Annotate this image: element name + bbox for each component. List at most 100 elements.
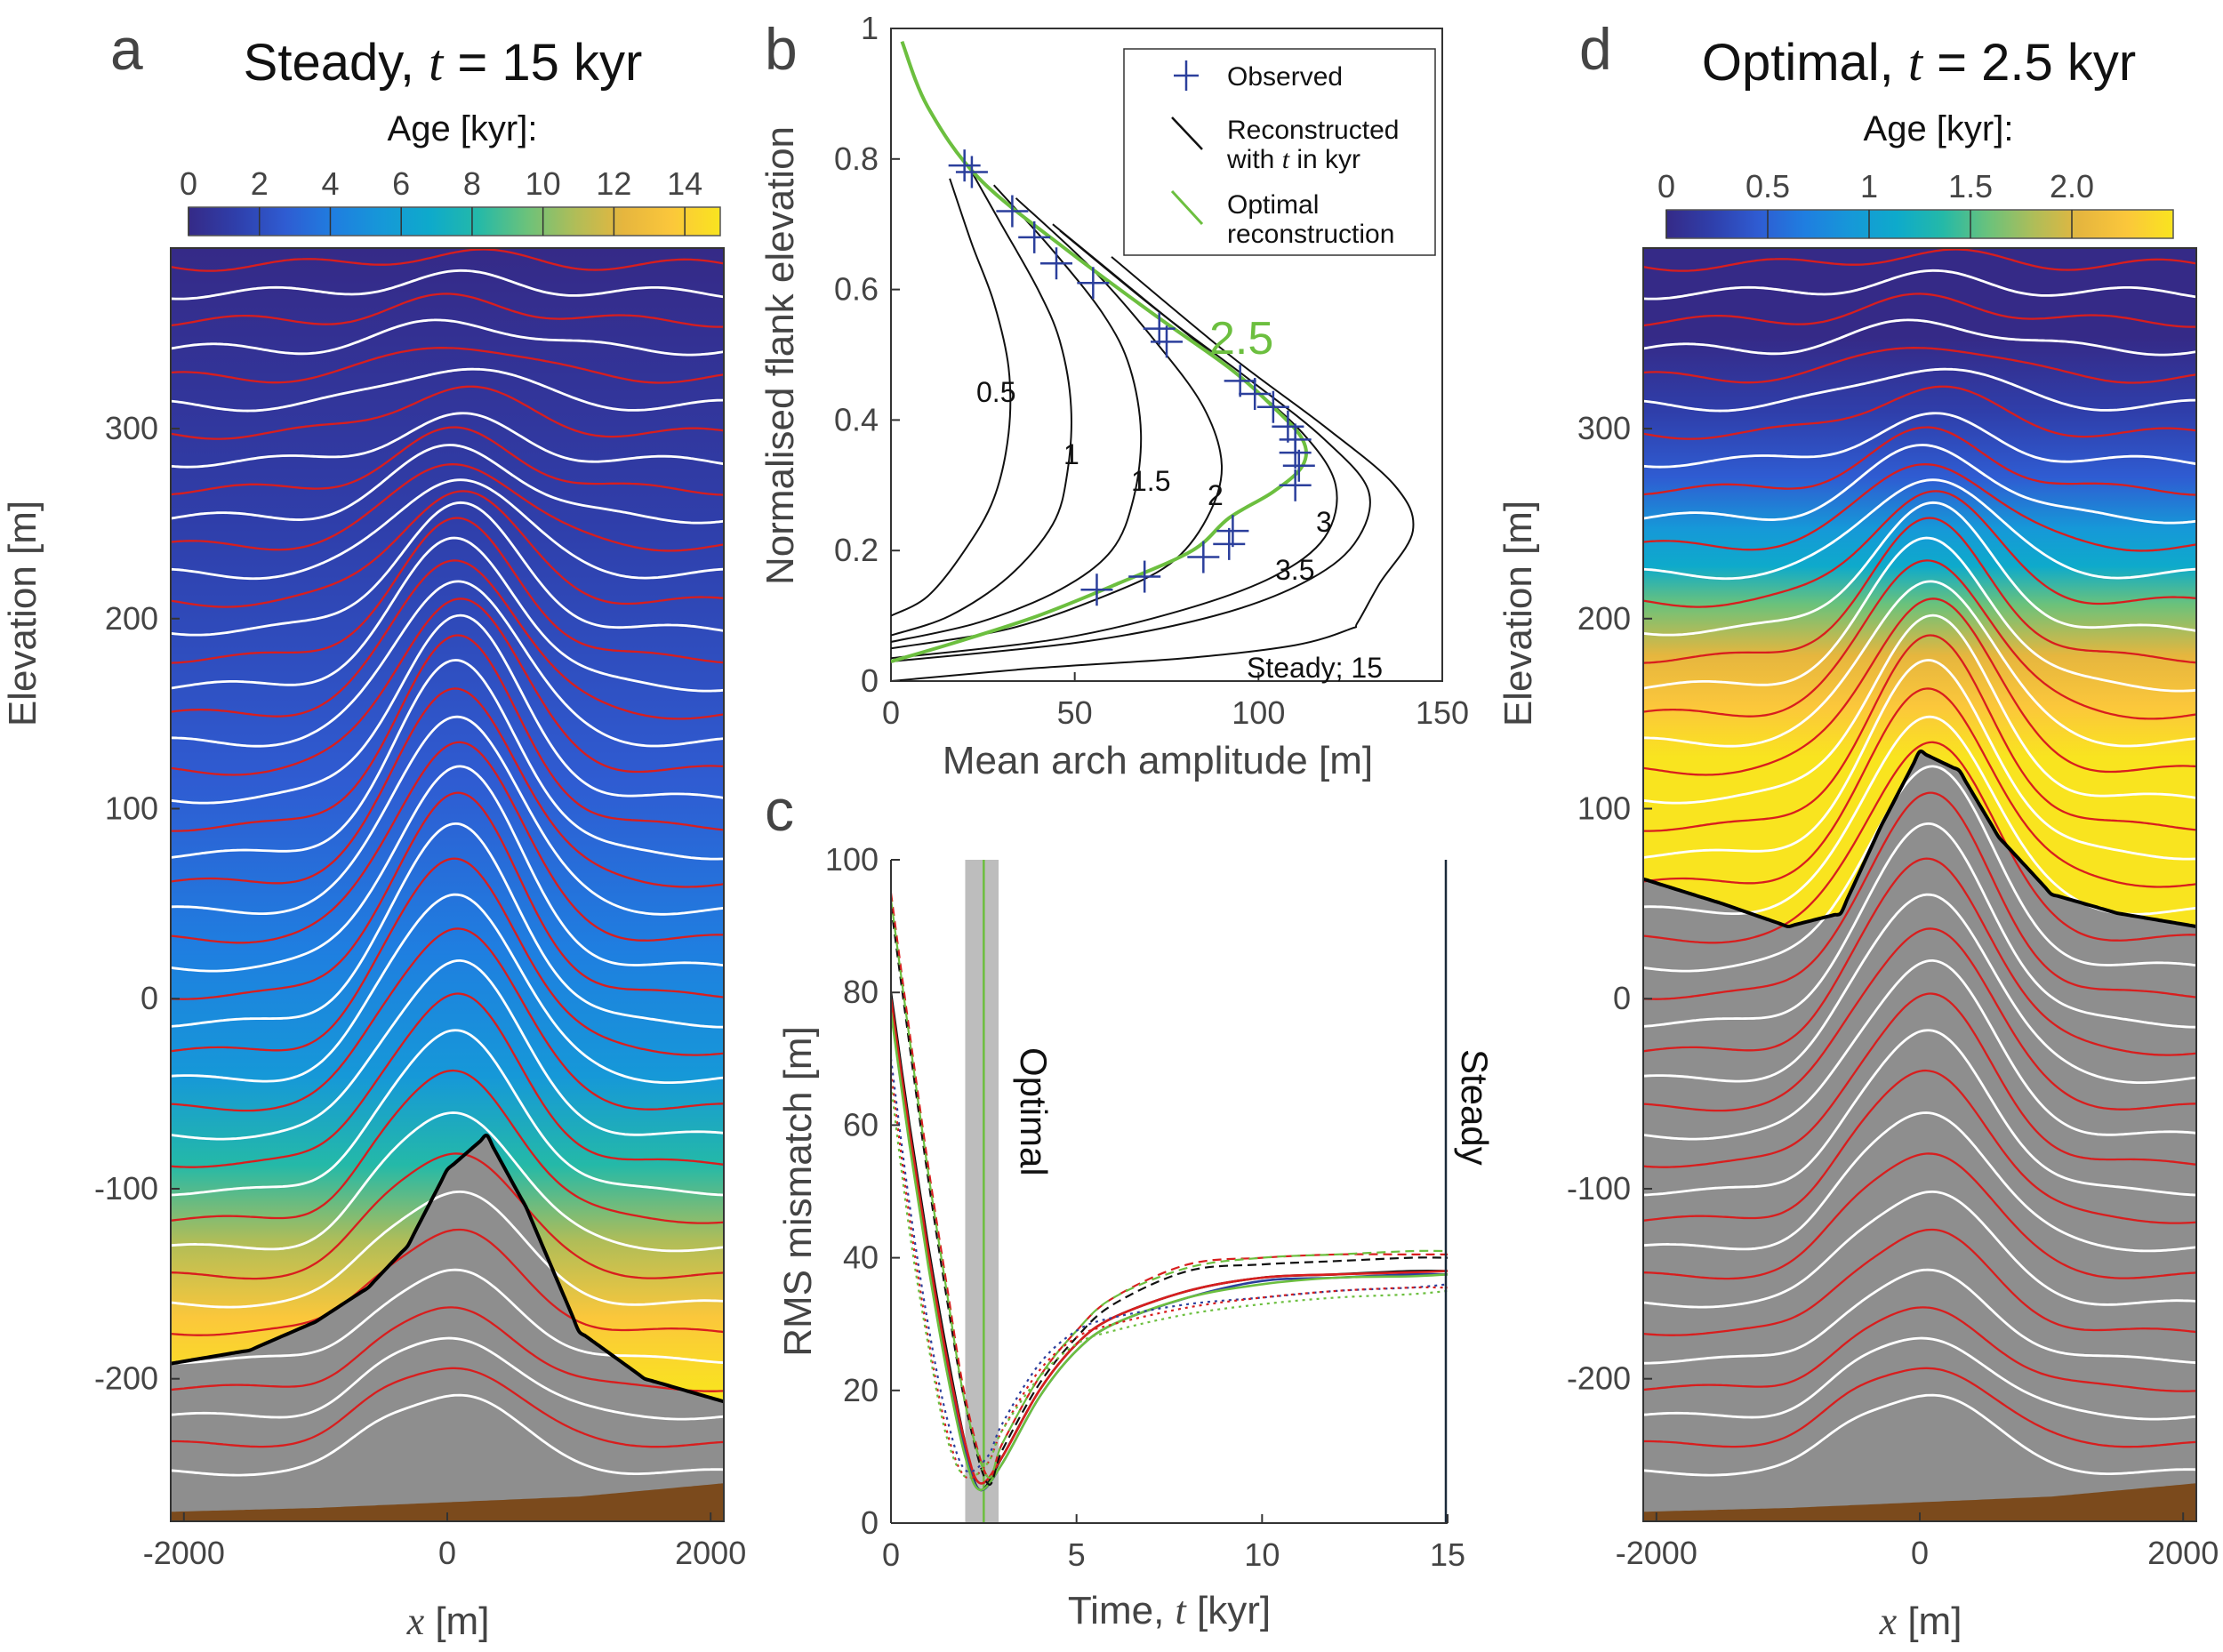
reconstructed-line [891, 256, 1415, 681]
observed-marker [1279, 469, 1312, 501]
isochrone-layer [1643, 501, 2196, 637]
curve-label: 1 [1063, 438, 1079, 470]
isochrone-layer [1643, 490, 2196, 608]
isochrone-layer [1643, 687, 2196, 888]
x-tick-label: 5 [1068, 1536, 1086, 1573]
panel-b-legend: Observed Reconstructed with t in kyr Opt… [1123, 48, 1436, 256]
isochrone-layer [1643, 536, 2196, 693]
mismatch-line [891, 1012, 1448, 1491]
panel-a-axes: -200 -100 0 100 200 300 -2000 0 2000 [94, 410, 746, 1571]
isochrone-layer [171, 791, 724, 1000]
y-tick-label: 0.6 [834, 271, 879, 308]
y-tick-label: 100 [825, 841, 879, 878]
observed-marker [1187, 541, 1220, 573]
panel-d: d Optimal, t = 2.5 kyr Age [kyr]: 0 0.5 1 1… [1497, 16, 2219, 1643]
y-tick-label: 0 [861, 1504, 879, 1541]
colorbar-tick-label: 6 [392, 165, 410, 202]
colorbar-tick-label: 12 [596, 165, 631, 202]
panel-c-optimal-band [965, 860, 999, 1523]
y-tick-label: 300 [1577, 410, 1631, 446]
isochrone-layer [171, 1029, 724, 1197]
y-tick-label: 40 [843, 1239, 879, 1276]
isochrone-layer [171, 687, 724, 888]
isochrone-layer [171, 478, 724, 581]
y-tick-label: 200 [105, 600, 158, 637]
isochrone-layer [1643, 580, 2196, 748]
isochrone-layer [1643, 659, 2196, 861]
isochrone-layer [171, 517, 724, 664]
x-tick-label: 0 [438, 1535, 456, 1571]
isochrone-layer [1643, 1190, 2196, 1309]
colorbar-tick-label: 8 [463, 165, 481, 202]
isochrone-layer [171, 1152, 724, 1280]
panel-d-older-ice [1643, 750, 2196, 1521]
isochrone-layer [171, 248, 724, 272]
panel-d-colorbar: 0 0.5 1 1.5 2.0 [1657, 168, 2174, 239]
isochrone-layer [171, 318, 724, 357]
isochrone-layer [171, 1393, 724, 1477]
isochrone-layer [1643, 613, 2196, 805]
observed-marker [1279, 437, 1312, 469]
isochrone-layer [171, 1367, 724, 1448]
y-tick-label: 0.2 [834, 532, 879, 568]
observed-marker [1272, 410, 1304, 443]
panel-b-letter: b [765, 16, 798, 82]
panel-a-plot [171, 248, 724, 1521]
observed-marker [1040, 247, 1072, 280]
curve-label: 3.5 [1275, 554, 1314, 586]
panel-a: a Steady, t = 15 kyr Age [kyr]: 0 2 4 6 8 10 1… [1, 16, 746, 1643]
isochrone-layer [1643, 822, 2196, 1029]
y-tick-label: 0.8 [834, 140, 879, 177]
isochrone-layer [1643, 1306, 2196, 1392]
mismatch-line [891, 899, 1448, 1480]
isochrone-layer [171, 367, 724, 413]
x-tick-label: 15 [1430, 1536, 1465, 1573]
y-tick-label: 300 [105, 410, 158, 446]
isochrone-layer [171, 927, 724, 1112]
isochrone-layer [171, 822, 724, 1029]
y-tick-label: 0.4 [834, 401, 879, 437]
isochrone-layer [1643, 367, 2196, 413]
isochrone-layer [1643, 1336, 2196, 1421]
colorbar-tick-label: 0 [1657, 168, 1675, 204]
isochrone-layer [1643, 1029, 2196, 1197]
isochrone-layer [171, 1336, 724, 1421]
isochrone-layer [171, 463, 724, 552]
y-tick-label: 100 [105, 790, 158, 827]
isochrone-layer [171, 347, 724, 384]
panel-a-title: Steady, t = 15 kyr [244, 34, 643, 92]
isochrone-layer [1643, 385, 2196, 440]
isochrone-layer [171, 490, 724, 608]
x-tick-label: 0 [882, 694, 900, 731]
mismatch-line [891, 1058, 1448, 1473]
panel-b: b 0 0.2 0.4 0.6 0.8 1 0 50 100 150 0.5 1 1.5 2 33.5 St… [758, 10, 1469, 782]
isochrone-layer [171, 501, 724, 637]
curve-label: 0.5 [976, 376, 1015, 408]
isochrone-layer [1643, 1228, 2196, 1336]
isochrone-layer [1643, 517, 2196, 664]
isochrone-layer [1643, 1367, 2196, 1448]
isochrone-layer [1643, 1152, 2196, 1280]
legend-optimal-label-2: reconstruction [1227, 220, 1394, 249]
isochrone-layer [1643, 765, 2196, 973]
legend-reconstructed-line [1171, 116, 1203, 150]
mismatch-line [891, 998, 1448, 1485]
observed-marker [1239, 378, 1272, 411]
observed-marker [1077, 267, 1110, 300]
panel-d-plot [1643, 248, 2196, 1521]
y-tick-label: 0 [140, 980, 158, 1016]
isochrone-layer [1643, 293, 2196, 328]
isochrone-layer [1643, 1268, 2196, 1365]
panel-c-ylabel: RMS mismatch [m] [776, 1026, 820, 1357]
colorbar-tick-label: 10 [526, 165, 561, 202]
isochrone-layer [1643, 893, 2196, 1085]
reconstructed-line [891, 229, 1371, 662]
panel-b-legend-box [1123, 48, 1436, 256]
x-tick-label: 150 [1416, 694, 1469, 731]
colorbar-tick-label: 2.0 [2050, 168, 2094, 204]
observed-marker [1080, 573, 1113, 606]
panel-d-title: Optimal, t = 2.5 kyr [1702, 34, 2136, 92]
observed-marker [1143, 312, 1176, 345]
reconstructed-line [891, 172, 1072, 637]
colorbar-tick-label: 0 [180, 165, 197, 202]
